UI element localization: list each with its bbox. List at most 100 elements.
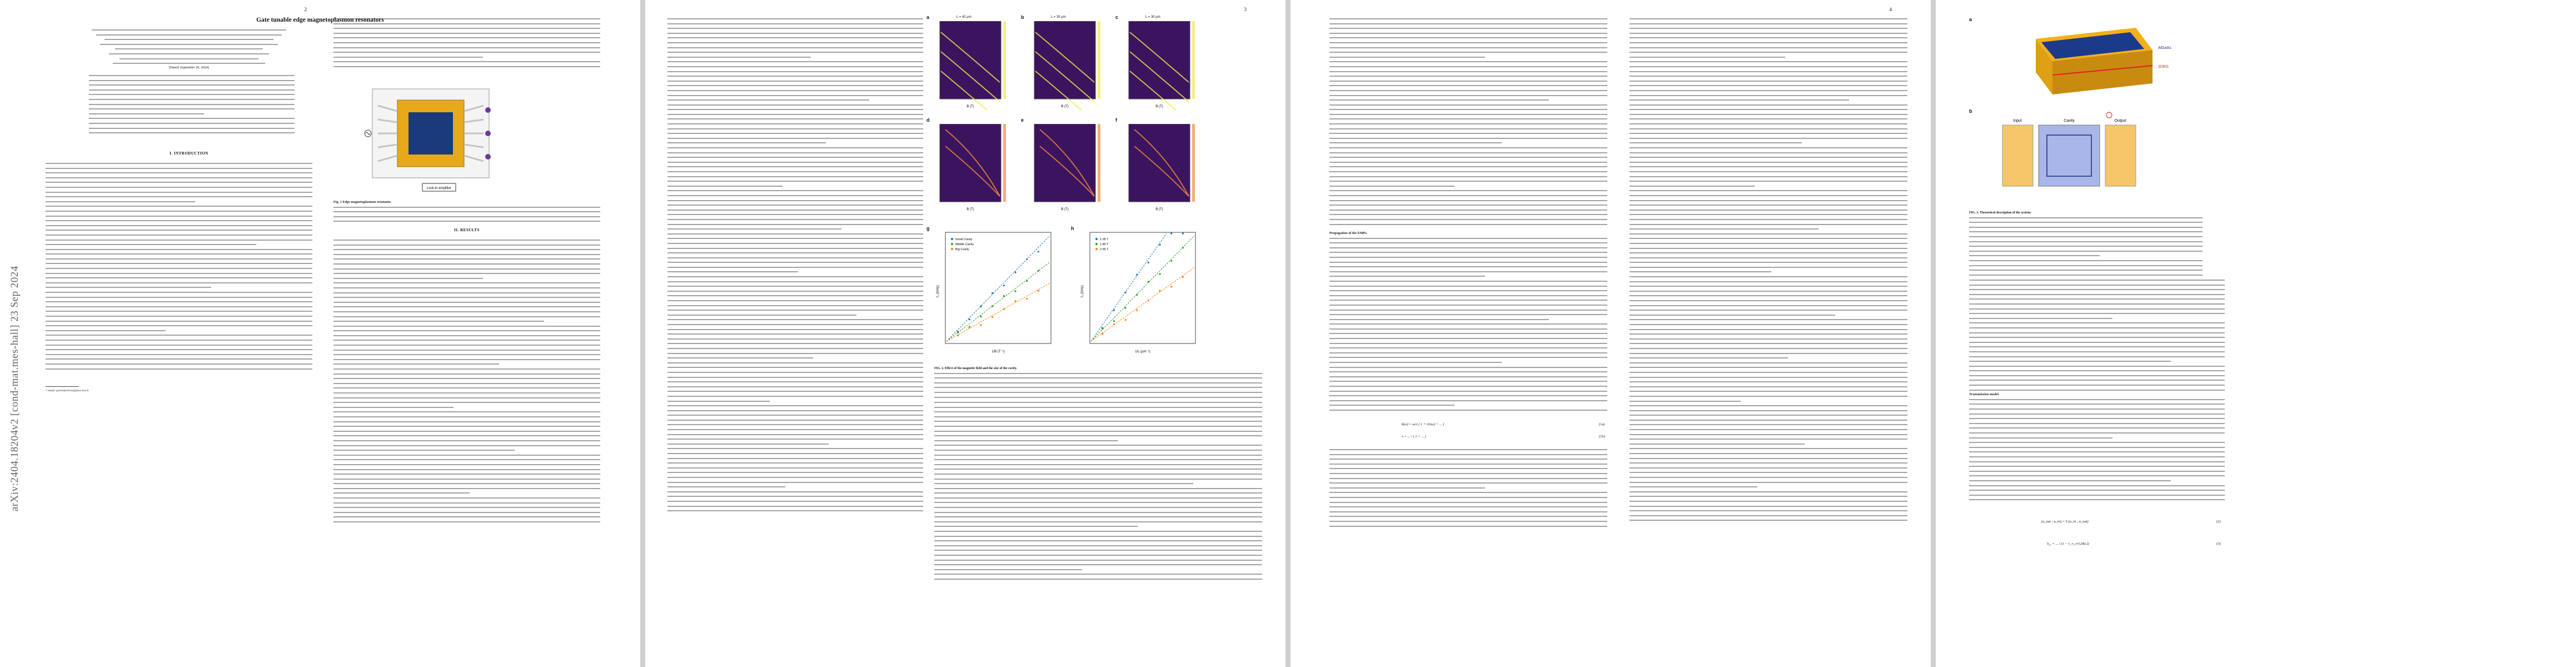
text-line [1329,509,1607,515]
text-line [89,73,295,78]
text-line [1630,217,1907,222]
text-line [333,290,600,296]
text-line [333,486,600,491]
text-line [1630,312,1835,318]
date-line: (Dated: September 26, 2024) [169,66,209,69]
text-line [333,395,600,401]
text-line [934,467,1262,472]
text-line [333,285,600,291]
text-line [333,434,600,439]
text-line [667,179,923,184]
data-point [1037,251,1039,253]
text-line [667,270,798,275]
text-line [1329,131,1607,136]
data-point [991,316,994,318]
data-point [1026,280,1028,282]
text-line [934,519,1262,525]
text-line [667,246,923,251]
text-line [667,293,923,299]
text-line [1630,494,1907,499]
text-line [1630,241,1907,246]
text-line [1329,207,1607,213]
text-line [1969,301,2225,307]
text-line [1630,303,1907,308]
text-line [1329,245,1607,251]
text-line [1329,485,1485,491]
text-line [46,171,312,176]
text-line [333,414,600,420]
text-line [1969,402,2225,407]
text-line [1630,489,1907,495]
equation-1b: v = ... / ( 1 + ... ) [1402,435,1426,439]
text-line [934,558,1262,563]
text-line [1969,239,2203,245]
data-point [1124,319,1127,321]
text-line [1630,417,1907,423]
page-number: 4 [1889,7,1892,12]
data-point [991,292,994,294]
text-line [667,265,923,270]
text-line [934,385,1262,390]
text-line [1329,250,1607,255]
text-line [1329,403,1454,408]
data-point [1113,320,1115,322]
text-line [667,380,923,385]
text-line [46,204,312,209]
text-line [46,261,312,267]
text-line [1630,160,1907,165]
data-point [1124,291,1127,293]
text-line [667,83,923,88]
scatter-panel-g: Small Cavity Middle Cavity Big Cavity 1/B (… [936,232,1052,354]
text-line [1329,160,1607,165]
text-line [46,228,312,233]
text-line [667,231,923,237]
text-line [667,303,923,308]
data-point [957,330,959,333]
data-point [1003,285,1005,287]
text-line [667,50,923,55]
text-line [1329,490,1607,495]
text-line [934,410,1262,415]
fig1-caption-label: Fig. 1 [333,200,342,204]
text-line [1329,389,1607,394]
text-line [667,174,923,180]
text-line [1969,340,2225,345]
text-line [89,83,295,88]
text-line [1630,36,1907,41]
text-line [1969,263,2203,268]
text-line [1329,519,1607,524]
text-line [1969,316,2112,321]
data-point [1182,232,1184,235]
left-column-text-bottom [1329,447,1607,531]
text-line [1969,435,2112,441]
text-line [46,318,312,324]
text-line [46,357,312,362]
legend-entry: 2.55 T [1100,248,1109,251]
data-point [1003,308,1005,310]
text-line [1329,98,1549,103]
text-line [1329,360,1502,365]
text-line [1329,165,1607,170]
text-line [1329,500,1607,505]
text-line [333,419,600,425]
text-line [1329,188,1607,193]
text-line [1630,427,1907,432]
text-line [1969,364,2225,369]
text-line [46,309,312,314]
x-axis-label: 1/B (T⁻¹) [991,350,1005,354]
text-line [934,505,1262,510]
right-column-text [934,400,1262,584]
data-point [1147,281,1149,283]
data-point [1136,293,1138,296]
text-line [667,165,923,170]
heterostructure-3d: AlGaAs 2DEG [2036,28,2171,94]
text-line [1630,183,1755,189]
text-line [333,472,600,477]
text-line [1630,480,1907,485]
arxiv-id: arXiv:2404.18204v2 [cond-mat.mes-hall] 2… [9,266,21,511]
text-line [1630,117,1907,122]
results-text [333,238,600,527]
page-4: a AlGaAs 2DEG b Input Cavity Output FIG.… [1936,0,2576,667]
text-line [89,121,295,126]
text-line [1329,222,1607,227]
